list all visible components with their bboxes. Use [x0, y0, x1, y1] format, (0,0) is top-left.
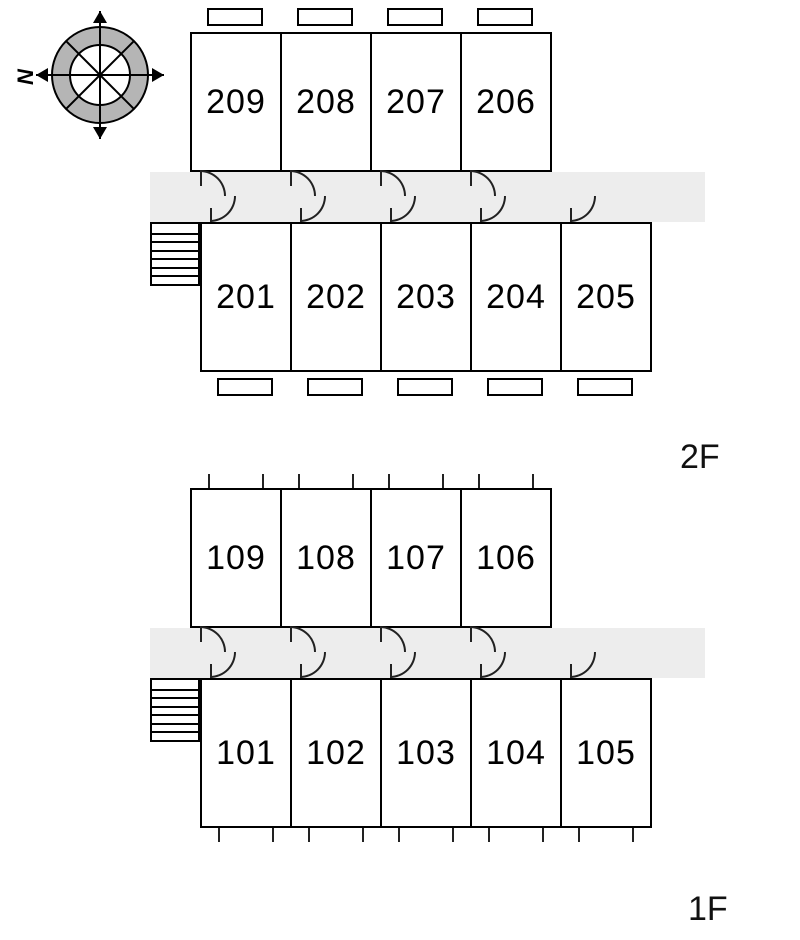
- door-stub-205: [570, 208, 572, 222]
- balcony-204: [487, 378, 543, 396]
- balcony-206: [477, 8, 533, 26]
- floorplan-diagram: { "compass": { "label": "N", "cx": 100, …: [0, 0, 800, 940]
- door-stub-202: [300, 208, 302, 222]
- unit-208: 208: [280, 32, 372, 172]
- unit-209: 209: [190, 32, 282, 172]
- wall-stub: [532, 474, 534, 488]
- wall-stub: [352, 474, 354, 488]
- balcony-209: [207, 8, 263, 26]
- unit-205: 205: [560, 222, 652, 372]
- door-stub-203: [390, 208, 392, 222]
- unit-204: 204: [470, 222, 562, 372]
- wall-stub: [262, 474, 264, 488]
- balcony-201: [217, 378, 273, 396]
- door-stub-101: [210, 664, 212, 678]
- unit-104: 104: [470, 678, 562, 828]
- balcony-208: [297, 8, 353, 26]
- balcony-205: [577, 378, 633, 396]
- floor-label-2F: 2F: [680, 438, 720, 477]
- unit-108: 108: [280, 488, 372, 628]
- stairs-2F: [150, 222, 200, 286]
- balcony-202: [307, 378, 363, 396]
- wall-stub: [452, 828, 454, 842]
- door-stub-109: [200, 628, 202, 642]
- door-stub-107: [380, 628, 382, 642]
- unit-106: 106: [460, 488, 552, 628]
- wall-stub: [388, 474, 390, 488]
- unit-107: 107: [370, 488, 462, 628]
- floor-label-1F: 1F: [688, 890, 728, 929]
- unit-203: 203: [380, 222, 472, 372]
- wall-stub: [542, 828, 544, 842]
- unit-103: 103: [380, 678, 472, 828]
- wall-stub: [218, 828, 220, 842]
- unit-102: 102: [290, 678, 382, 828]
- unit-105: 105: [560, 678, 652, 828]
- wall-stub: [208, 474, 210, 488]
- unit-201: 201: [200, 222, 292, 372]
- unit-101: 101: [200, 678, 292, 828]
- wall-stub: [308, 828, 310, 842]
- stairs-1F: [150, 678, 200, 742]
- door-stub-204: [480, 208, 482, 222]
- door-stub-102: [300, 664, 302, 678]
- wall-stub: [578, 828, 580, 842]
- balcony-203: [397, 378, 453, 396]
- unit-109: 109: [190, 488, 282, 628]
- unit-206: 206: [460, 32, 552, 172]
- door-stub-105: [570, 664, 572, 678]
- door-stub-201: [210, 208, 212, 222]
- door-stub-108: [290, 628, 292, 642]
- door-stub-104: [480, 664, 482, 678]
- door-stub-103: [390, 664, 392, 678]
- wall-stub: [298, 474, 300, 488]
- wall-stub: [632, 828, 634, 842]
- door-stub-208: [290, 172, 292, 186]
- wall-stub: [478, 474, 480, 488]
- wall-stub: [488, 828, 490, 842]
- wall-stub: [272, 828, 274, 842]
- balcony-207: [387, 8, 443, 26]
- door-stub-207: [380, 172, 382, 186]
- unit-207: 207: [370, 32, 462, 172]
- wall-stub: [398, 828, 400, 842]
- compass-label: N: [13, 69, 39, 85]
- unit-202: 202: [290, 222, 382, 372]
- door-stub-209: [200, 172, 202, 186]
- wall-stub: [362, 828, 364, 842]
- door-stub-206: [470, 172, 472, 186]
- wall-stub: [442, 474, 444, 488]
- door-stub-106: [470, 628, 472, 642]
